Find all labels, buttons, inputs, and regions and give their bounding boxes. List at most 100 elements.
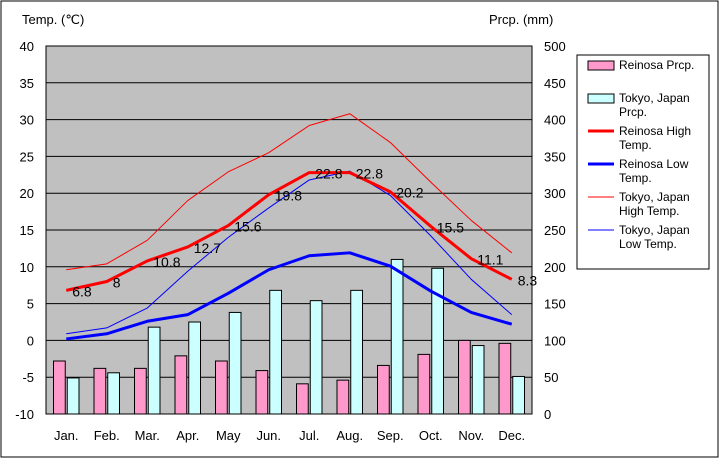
left-tick-label-5: 15 [20, 223, 34, 238]
bar-s1-10 [471, 345, 485, 415]
data-labels: 6.8 8 10.8 12.7 15.6 19.8 22.8 22.8 20.2 15.5 11.1… [72, 166, 537, 300]
bar-s1-7 [350, 289, 363, 415]
data-label-0-1: 8 [113, 275, 121, 291]
bar-s0-2 [134, 367, 147, 415]
bar-s1-4 [228, 311, 242, 415]
bar-s1-5 [269, 289, 282, 415]
bar-s1-9 [431, 267, 444, 415]
right-tick-label-0: 500 [544, 39, 566, 54]
bar-s0-5 [255, 370, 269, 415]
legend-label-5-1: Low Temp. [619, 237, 677, 251]
right-tick-label-3: 350 [544, 149, 566, 164]
line-series-0 [65, 171, 513, 292]
legend-label-2-0: Reinosa High [619, 124, 691, 138]
x-tick-label-8: Sep. [377, 428, 404, 443]
bar-s1-3 [188, 321, 201, 415]
bar-s1-8 [390, 258, 404, 415]
data-label-0-10: 11.1 [477, 252, 503, 268]
data-label-0-6: 22.8 [315, 166, 342, 182]
legend-box [576, 54, 710, 270]
line-series-2 [66, 113, 513, 271]
bar-s0-0 [53, 360, 66, 415]
bar-s0-4 [215, 360, 228, 415]
data-label-0-4: 15.6 [234, 219, 261, 235]
x-tick-label-3: Apr. [176, 428, 199, 443]
grid-lines [46, 82, 532, 378]
right-tick-label-5: 250 [544, 223, 566, 238]
legend-swatch-0 [587, 60, 615, 71]
legend-label-4-0: Tokyo, Japan [619, 190, 690, 204]
right-tick-label-9: 50 [544, 370, 558, 385]
bar-s0-6 [296, 383, 309, 415]
legend-swatch-1 [587, 93, 615, 104]
temperature-lines [65, 113, 513, 341]
bar-s0-11 [498, 342, 512, 415]
legend-label-1-1: Prcp. [619, 105, 647, 119]
data-label-0-2: 10.8 [153, 254, 180, 270]
data-label-0-11: 8.3 [518, 272, 538, 288]
bar-s1-1 [107, 372, 120, 415]
legend-label-3-1: Temp. [619, 171, 652, 185]
legend-label-5-0: Tokyo, Japan [619, 223, 690, 237]
data-label-0-0: 6.8 [72, 283, 92, 299]
left-tick-label-10: -10 [15, 407, 34, 422]
bar-s1-11 [512, 375, 525, 415]
left-tick-label-4: 20 [20, 186, 34, 201]
left-tick-label-7: 5 [27, 297, 34, 312]
x-tick-label-4: May [216, 428, 241, 443]
left-axis-label: Temp. (℃) [22, 12, 84, 27]
right-tick-label-2: 400 [544, 113, 566, 128]
right-tick-label-8: 100 [544, 333, 566, 348]
x-tick-label-11: Dec. [498, 428, 525, 443]
bar-s1-6 [309, 300, 323, 415]
left-tick-label-1: 35 [20, 76, 34, 91]
right-tick-label-1: 450 [544, 76, 566, 91]
right-tick-label-10: 0 [544, 407, 551, 422]
x-axis-ticks: Jan. Feb. Mar. Apr. May Jun. Jul. Aug. Sep. Oct. N… [54, 428, 525, 443]
right-tick-label-7: 150 [544, 297, 566, 312]
legend-label-4-1: High Temp. [619, 204, 679, 218]
data-label-0-7: 22.8 [356, 166, 383, 182]
x-tick-label-9: Oct. [419, 428, 443, 443]
x-tick-label-1: Feb. [94, 428, 120, 443]
left-tick-label-0: 40 [20, 39, 34, 54]
left-tick-label-6: 10 [20, 260, 34, 275]
right-tick-label-4: 300 [544, 186, 566, 201]
x-tick-label-10: Nov. [458, 428, 484, 443]
bar-s0-10 [458, 339, 471, 415]
legend-label-3-0: Reinosa Low [619, 157, 689, 171]
left-axis-ticks: 40 35 30 25 20 15 10 5 0 -5 -10 [15, 39, 34, 422]
legend-label-1-0: Tokyo, Japan [619, 91, 690, 105]
x-tick-label-2: Mar. [135, 428, 160, 443]
left-tick-label-2: 30 [20, 113, 34, 128]
x-tick-label-5: Jun. [256, 428, 281, 443]
left-tick-label-9: -5 [22, 370, 34, 385]
bar-s0-8 [377, 364, 390, 415]
line-series-1 [66, 251, 513, 341]
right-axis-label: Prcp. (mm) [489, 12, 553, 27]
x-tick-label-6: Jul. [299, 428, 319, 443]
x-tick-label-0: Jan. [54, 428, 79, 443]
data-label-0-9: 15.5 [437, 219, 464, 235]
data-label-0-3: 12.7 [194, 240, 221, 256]
x-tick-label-7: Aug. [336, 428, 363, 443]
right-tick-label-6: 200 [544, 260, 566, 275]
line-series-3 [66, 170, 513, 335]
bar-s0-3 [174, 355, 188, 415]
legend-label-2-1: Temp. [619, 138, 652, 152]
bar-s1-0 [66, 377, 80, 415]
precipitation-bars [53, 258, 525, 415]
bar-s0-7 [336, 379, 350, 415]
legend-label-0-0: Reinosa Prcp. [619, 58, 694, 72]
left-tick-label-8: 0 [27, 333, 34, 348]
left-tick-label-3: 25 [20, 149, 34, 164]
bar-s1-2 [147, 326, 161, 415]
bar-s0-1 [93, 367, 107, 415]
bar-s0-9 [417, 353, 431, 415]
data-label-0-5: 19.8 [275, 188, 302, 204]
data-label-0-8: 20.2 [396, 185, 423, 201]
